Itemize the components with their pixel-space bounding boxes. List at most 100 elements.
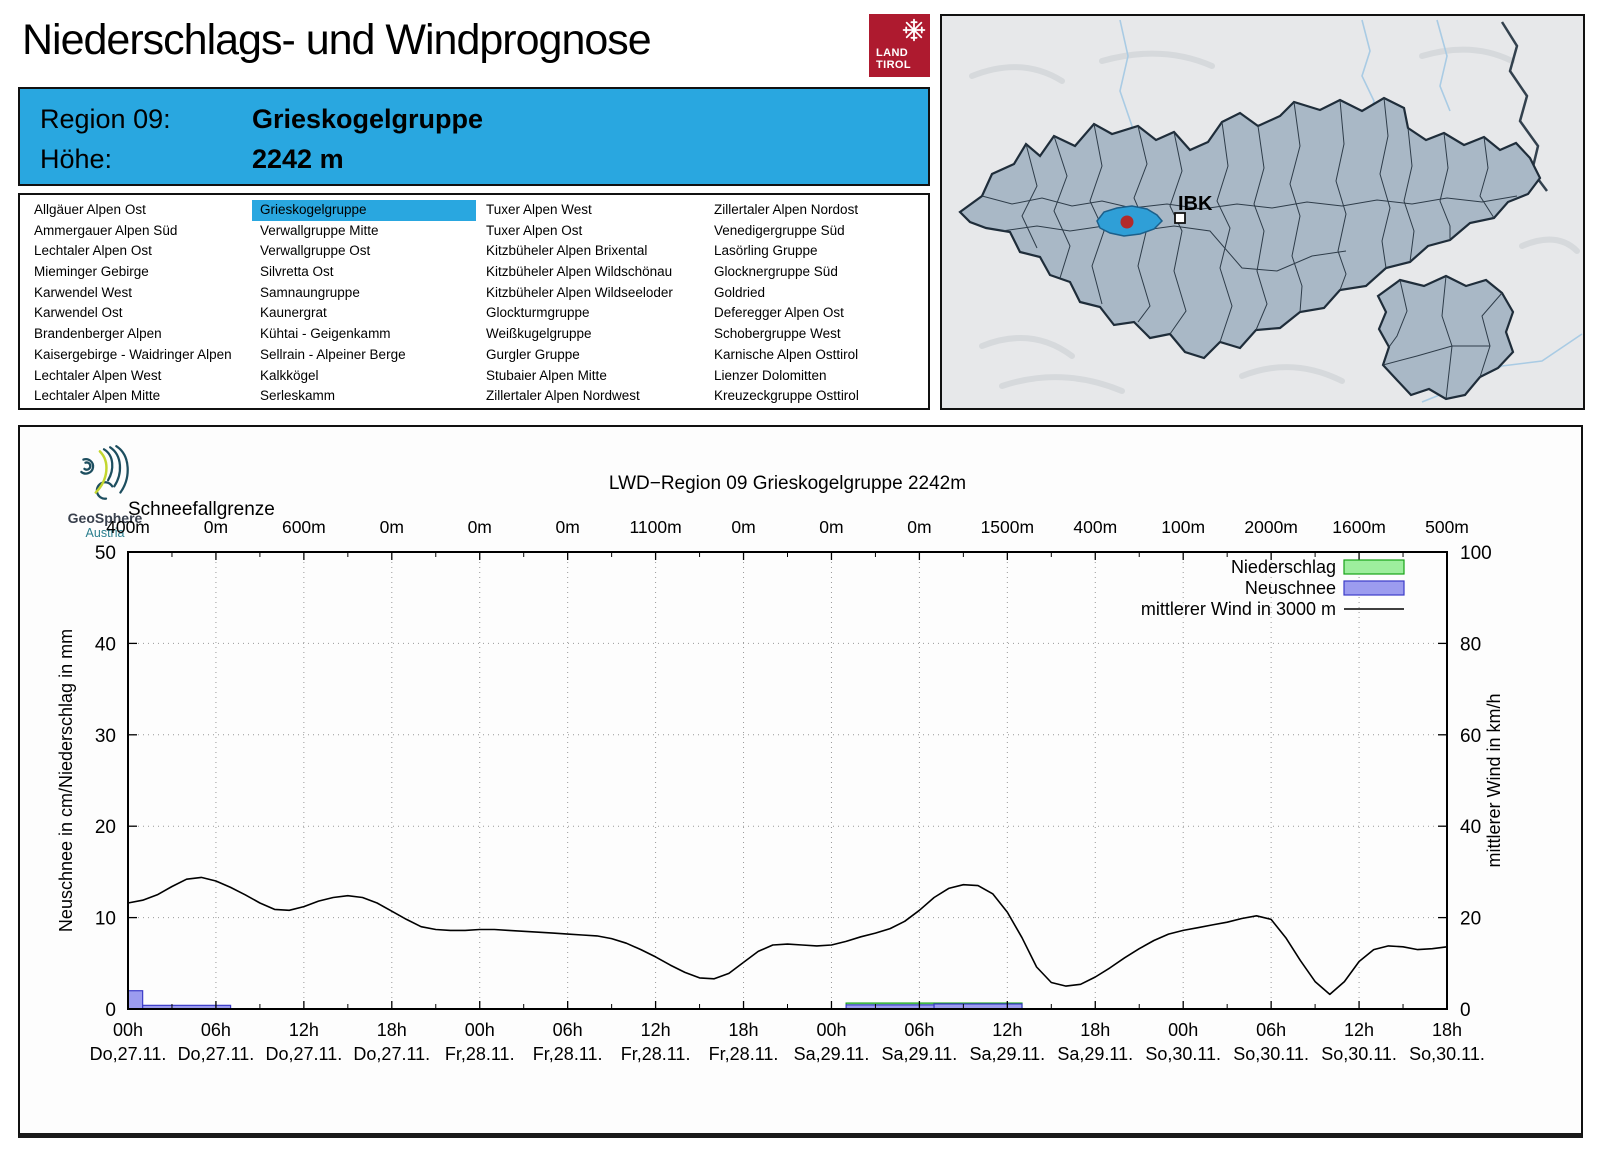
- region-list-column: Zillertaler Alpen Nordost Venedigergruppe…: [706, 200, 930, 407]
- region-list-item[interactable]: Samnaungruppe: [260, 284, 360, 300]
- snowline-value: 0m: [907, 517, 931, 537]
- region-list-item[interactable]: Tuxer Alpen Ost: [486, 222, 583, 238]
- region-list-item[interactable]: Mieminger Gebirge: [34, 264, 149, 280]
- land-tirol-logo: LAND TIROL: [869, 14, 930, 77]
- region-list-item[interactable]: Serleskamm: [260, 388, 336, 404]
- region-list-item[interactable]: Kalkkögel: [260, 367, 319, 383]
- snowline-value: 0m: [204, 517, 228, 537]
- chart-title: LWD−Region 09 Grieskogelgruppe 2242m: [609, 473, 966, 494]
- x-time-label: 12h: [992, 1020, 1022, 1040]
- x-date-label: Fr,28.11.: [709, 1044, 779, 1064]
- region-list-item[interactable]: Gurgler Gruppe: [486, 346, 580, 362]
- x-date-label: So,30.11.: [1145, 1044, 1221, 1064]
- neuschnee-bar: [127, 990, 144, 1010]
- region-list-item[interactable]: Glockturmgruppe: [486, 305, 590, 321]
- region-list-item[interactable]: Kühtai - Geigenkamm: [260, 326, 391, 342]
- x-time-label: 00h: [1168, 1020, 1198, 1040]
- region-list-column: Tuxer Alpen West Tuxer Alpen Ost Kitzbühel…: [478, 200, 702, 407]
- region-list-item[interactable]: Tuxer Alpen West: [486, 202, 592, 217]
- region-list-item[interactable]: Brandenberger Alpen: [34, 326, 162, 342]
- x-date-label: Fr,28.11.: [445, 1044, 515, 1064]
- snowline-header: Schneefallgrenze: [128, 499, 275, 520]
- region-list-item[interactable]: Lienzer Dolomitten: [714, 367, 827, 383]
- x-time-label: 18h: [1080, 1020, 1110, 1040]
- x-date-label: So,30.11.: [1233, 1044, 1309, 1064]
- region-list-item[interactable]: Kitzbüheler Alpen Wildschönau: [486, 264, 673, 280]
- region-header: Region 09: Grieskogelgruppe Höhe: 2242 m: [18, 87, 930, 186]
- region-list-item[interactable]: Karwendel Ost: [34, 305, 123, 321]
- region-list-item[interactable]: Kaisergebirge - Waidringer Alpen: [34, 346, 232, 362]
- region-list-item[interactable]: Kreuzeckgruppe Osttirol: [714, 388, 859, 404]
- region-list-item[interactable]: Silvretta Ost: [260, 264, 334, 280]
- region-list-item[interactable]: Weißkugelgruppe: [486, 326, 592, 342]
- region-list-item[interactable]: Kitzbüheler Alpen Wildseeloder: [486, 284, 673, 300]
- snowline-value: 0m: [819, 517, 843, 537]
- x-date-label: Do,27.11.: [178, 1044, 255, 1064]
- region-list-item[interactable]: Kaunergrat: [260, 305, 327, 321]
- region-list-item[interactable]: Verwallgruppe Ost: [260, 243, 371, 259]
- region-list-item[interactable]: Verwallgruppe Mitte: [260, 222, 379, 238]
- region-list-item[interactable]: Lechtaler Alpen Mitte: [34, 388, 161, 404]
- x-time-label: 18h: [729, 1020, 759, 1040]
- snowline-value: 2000m: [1244, 517, 1298, 537]
- x-time-label: 06h: [904, 1020, 934, 1040]
- region-name: Grieskogelgruppe: [252, 103, 484, 134]
- geosphere-brand: GeoSphere: [67, 510, 143, 526]
- x-time-label: 00h: [113, 1020, 143, 1040]
- region-list-item[interactable]: Lechtaler Alpen Ost: [34, 243, 152, 259]
- forecast-chart: LWD−Region 09 Grieskogelgruppe 2242m Schn…: [56, 473, 1504, 1064]
- region-list-item[interactable]: Zillertaler Alpen Nordwest: [486, 388, 640, 404]
- region-list: Allgäuer Alpen Ost Ammergauer Alpen Süd Le…: [18, 193, 930, 410]
- snowline-value: 1500m: [981, 517, 1035, 537]
- region-list-item[interactable]: Stubaier Alpen Mitte: [486, 367, 607, 383]
- x-date-label: Fr,28.11.: [533, 1044, 603, 1064]
- region-list-column: Grieskogelgruppe Verwallgruppe Mitte Verwa…: [252, 200, 476, 407]
- map-marker-label: IBK: [1178, 193, 1213, 215]
- x-time-label: 12h: [1344, 1020, 1374, 1040]
- y-right-label: 100: [1460, 543, 1492, 564]
- region-list-item[interactable]: Glocknergruppe Süd: [714, 264, 838, 280]
- region-list-item[interactable]: Deferegger Alpen Ost: [714, 305, 844, 321]
- terrain-ridges: [969, 46, 1580, 394]
- x-date-label: Sa,29.11.: [794, 1044, 870, 1064]
- region-list-item[interactable]: Sellrain - Alpeiner Berge: [260, 346, 406, 362]
- region-list-item[interactable]: Goldried: [714, 284, 766, 300]
- y-right-label: 60: [1460, 726, 1481, 747]
- x-date-label: Do,27.11.: [353, 1044, 430, 1064]
- region-list-item[interactable]: Ammergauer Alpen Süd: [34, 222, 178, 238]
- tirol-map-panel: IBK: [940, 14, 1585, 410]
- region-list-item[interactable]: Zillertaler Alpen Nordost: [714, 202, 859, 217]
- snowline-value: 500m: [1425, 517, 1469, 537]
- region-list-item-selected[interactable]: Grieskogelgruppe: [252, 200, 476, 221]
- ylabel-left: Neuschnee in cm/Niederschlag in mm: [56, 629, 76, 932]
- region-list-item[interactable]: Kitzbüheler Alpen Brixental: [486, 243, 648, 259]
- y-right-label: 0: [1460, 1000, 1471, 1021]
- geosphere-country: Austria: [85, 526, 125, 540]
- y-right-label: 20: [1460, 909, 1481, 930]
- legend-niederschlag-label: Niederschlag: [1231, 557, 1336, 577]
- snowline-value: 1100m: [629, 517, 681, 537]
- wind-line: [127, 876, 1448, 996]
- region-list-item[interactable]: Venedigergruppe Süd: [714, 222, 845, 238]
- snowline-value: 400m: [106, 517, 150, 537]
- region-list-item[interactable]: Karwendel West: [34, 284, 133, 300]
- x-date-label: Sa,29.11.: [1057, 1044, 1133, 1064]
- region-list-item[interactable]: Lechtaler Alpen West: [34, 367, 162, 383]
- region-list-column: Allgäuer Alpen Ost Ammergauer Alpen Süd Le…: [26, 200, 250, 407]
- region-list-item[interactable]: Karnische Alpen Osttirol: [714, 346, 859, 362]
- y-left-label: 40: [95, 634, 116, 655]
- ibk-marker: [1174, 212, 1186, 224]
- region-label: Region 09:: [40, 103, 171, 134]
- region-list-item[interactable]: Schobergruppe West: [714, 326, 841, 342]
- x-time-label: 06h: [1256, 1020, 1286, 1040]
- region-list-item[interactable]: Allgäuer Alpen Ost: [34, 202, 146, 217]
- y-right-label: 40: [1460, 817, 1481, 838]
- north-tirol-region: [958, 96, 1542, 360]
- x-date-label: Do,27.11.: [265, 1044, 342, 1064]
- x-date-label: So,30.11.: [1409, 1044, 1485, 1064]
- tirol-map: IBK: [942, 16, 1583, 408]
- y-left-label: 30: [95, 726, 116, 747]
- region-list-item[interactable]: Lasörling Gruppe: [714, 243, 818, 259]
- ylabel-right: mittlerer Wind in km/h: [1484, 693, 1504, 867]
- y-right-label: 80: [1460, 634, 1481, 655]
